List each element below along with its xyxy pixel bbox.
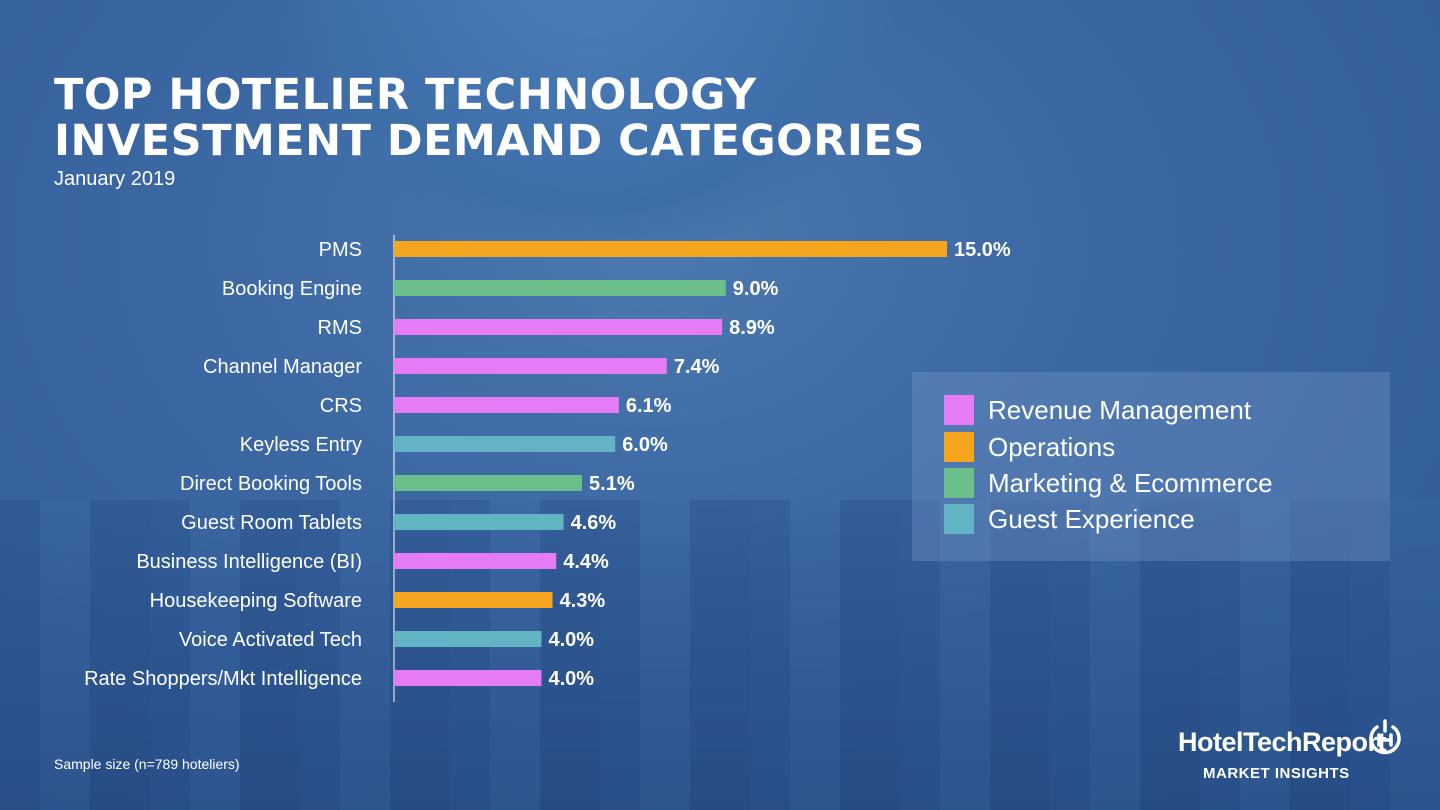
legend: Revenue Management Operations Marketing … (912, 372, 1390, 561)
bar (394, 553, 557, 569)
category-label: Housekeeping Software (150, 590, 362, 612)
value-label: 4.0% (548, 629, 594, 651)
legend-item-revenue-management: Revenue Management (944, 395, 1251, 425)
brand-logo-text: HotelTechReport (1178, 727, 1387, 757)
category-label: Booking Engine (222, 278, 362, 300)
value-label: 4.6% (571, 512, 617, 534)
title-line-1: TOP HOTELIER TECHNOLOGY (54, 70, 757, 120)
category-label: Channel Manager (203, 356, 362, 378)
category-label: PMS (319, 239, 362, 261)
chart-title: TOP HOTELIER TECHNOLOGY INVESTMENT DEMAN… (54, 72, 925, 164)
bar (394, 319, 723, 335)
legend-swatch-revenue-management (944, 395, 974, 425)
bar-chart: PMS 15.0% Booking Engine 9.0% RMS 8.9% Channel… (84, 235, 1011, 702)
bar (394, 475, 583, 491)
bar (394, 280, 726, 296)
category-label: Guest Room Tablets (181, 512, 362, 534)
bar (394, 670, 542, 686)
legend-swatch-operations (944, 432, 974, 462)
value-label: 7.4% (674, 356, 720, 378)
legend-swatch-marketing-ecommerce (944, 468, 974, 498)
value-label: 15.0% (954, 239, 1011, 261)
category-label: Business Intelligence (BI) (136, 551, 362, 573)
value-label: 6.1% (626, 395, 672, 417)
bar (394, 436, 616, 452)
category-label: Keyless Entry (240, 434, 362, 456)
value-label: 8.9% (729, 317, 775, 339)
bar (394, 241, 947, 257)
legend-label-operations: Operations (988, 431, 1116, 462)
legend-swatch-guest-experience (944, 504, 974, 534)
value-label: 4.0% (548, 668, 594, 690)
legend-label-revenue-management: Revenue Management (988, 394, 1252, 425)
bar (394, 397, 619, 413)
bar (394, 592, 553, 608)
bar (394, 514, 564, 530)
category-label: CRS (320, 395, 362, 417)
chart-subtitle: January 2019 (54, 168, 176, 190)
value-label: 5.1% (589, 473, 635, 495)
category-label: Rate Shoppers/Mkt Intelligence (84, 668, 362, 690)
power-icon (1369, 719, 1401, 755)
legend-item-operations: Operations (944, 432, 1115, 462)
category-label: Direct Booking Tools (180, 473, 362, 495)
legend-label-guest-experience: Guest Experience (988, 503, 1195, 534)
brand-subtitle: MARKET INSIGHTS (1203, 765, 1350, 782)
value-label: 4.3% (560, 590, 606, 612)
value-label: 9.0% (733, 278, 779, 300)
category-label: RMS (318, 317, 362, 339)
legend-item-guest-experience: Guest Experience (944, 504, 1195, 534)
bar (394, 358, 667, 374)
value-label: 6.0% (622, 434, 668, 456)
sample-size-note: Sample size (n=789 hoteliers) (54, 756, 240, 772)
value-label: 4.4% (563, 551, 609, 573)
title-line-2: INVESTMENT DEMAND CATEGORIES (54, 116, 925, 166)
legend-item-marketing-ecommerce: Marketing & Ecommerce (944, 468, 1273, 498)
legend-label-marketing-ecommerce: Marketing & Ecommerce (988, 467, 1273, 498)
category-label: Voice Activated Tech (179, 629, 362, 651)
bar (394, 631, 542, 647)
